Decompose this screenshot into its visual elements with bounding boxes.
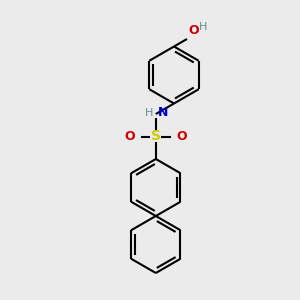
Text: H: H <box>144 107 153 118</box>
Text: H: H <box>198 22 207 32</box>
Text: O: O <box>188 25 199 38</box>
Text: N: N <box>158 106 169 119</box>
Text: S: S <box>151 130 161 143</box>
Text: O: O <box>124 130 135 143</box>
Text: O: O <box>177 130 188 143</box>
